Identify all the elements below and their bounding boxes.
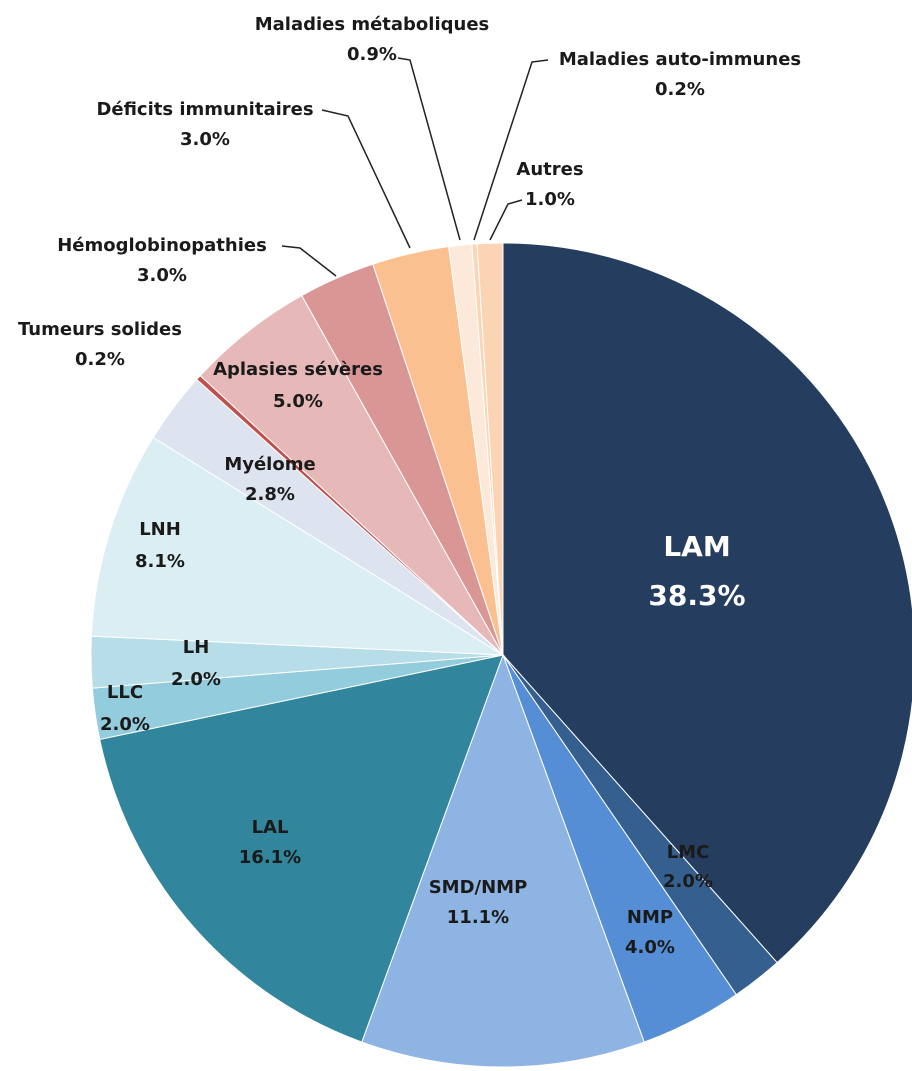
slice-label: Aplasies sévères [213, 359, 383, 380]
pie-slice [476, 242, 504, 656]
slice-label: LLC [107, 682, 143, 703]
slice-value-label: 3.0% [137, 265, 187, 286]
leader-line [281, 245, 337, 277]
slice-value-label: 38.3% [648, 579, 745, 612]
slice-value-label: 16.1% [239, 847, 301, 868]
leader-line [397, 57, 461, 241]
pie-slice [90, 436, 505, 656]
slice-label: SMD/NMP [429, 877, 528, 898]
slice-value-label: 11.1% [447, 907, 509, 928]
slice-value-label: 2.0% [663, 871, 713, 892]
slice-value-label: 2.0% [171, 669, 221, 690]
slice-label: Hémoglobinopathies [57, 235, 267, 256]
slice-value-label: 8.1% [135, 551, 185, 572]
slice-label: Tumeurs solides [18, 319, 182, 340]
slice-label: LNH [139, 519, 181, 540]
leader-line [321, 109, 411, 249]
slice-label: LAL [252, 817, 289, 838]
slice-label: LH [183, 637, 210, 658]
slice-value-label: 0.2% [655, 79, 705, 100]
pie-slice [502, 242, 912, 964]
slice-label: NMP [627, 907, 673, 928]
leader-line [489, 199, 523, 241]
slice-label: LAM [663, 530, 730, 563]
slice-label: Autres [516, 159, 583, 180]
slice-label: Déficits immunitaires [96, 99, 313, 120]
pie-slice [361, 653, 645, 1068]
slice-value-label: 2.0% [100, 714, 150, 735]
slice-label: Myélome [224, 454, 315, 475]
slice-label: LMC [667, 842, 710, 863]
slice-value-label: 2.8% [245, 484, 295, 505]
slice-label: Maladies métaboliques [255, 14, 490, 35]
slice-value-label: 1.0% [525, 189, 575, 210]
leader-line [473, 59, 549, 241]
slice-label: Maladies auto-immunes [559, 49, 801, 70]
slice-value-label: 0.9% [347, 44, 397, 65]
slice-value-label: 4.0% [625, 937, 675, 958]
slice-value-label: 0.2% [75, 349, 125, 370]
pie-slice [99, 654, 504, 1043]
slice-value-label: 5.0% [273, 391, 323, 412]
slice-value-label: 3.0% [180, 129, 230, 150]
